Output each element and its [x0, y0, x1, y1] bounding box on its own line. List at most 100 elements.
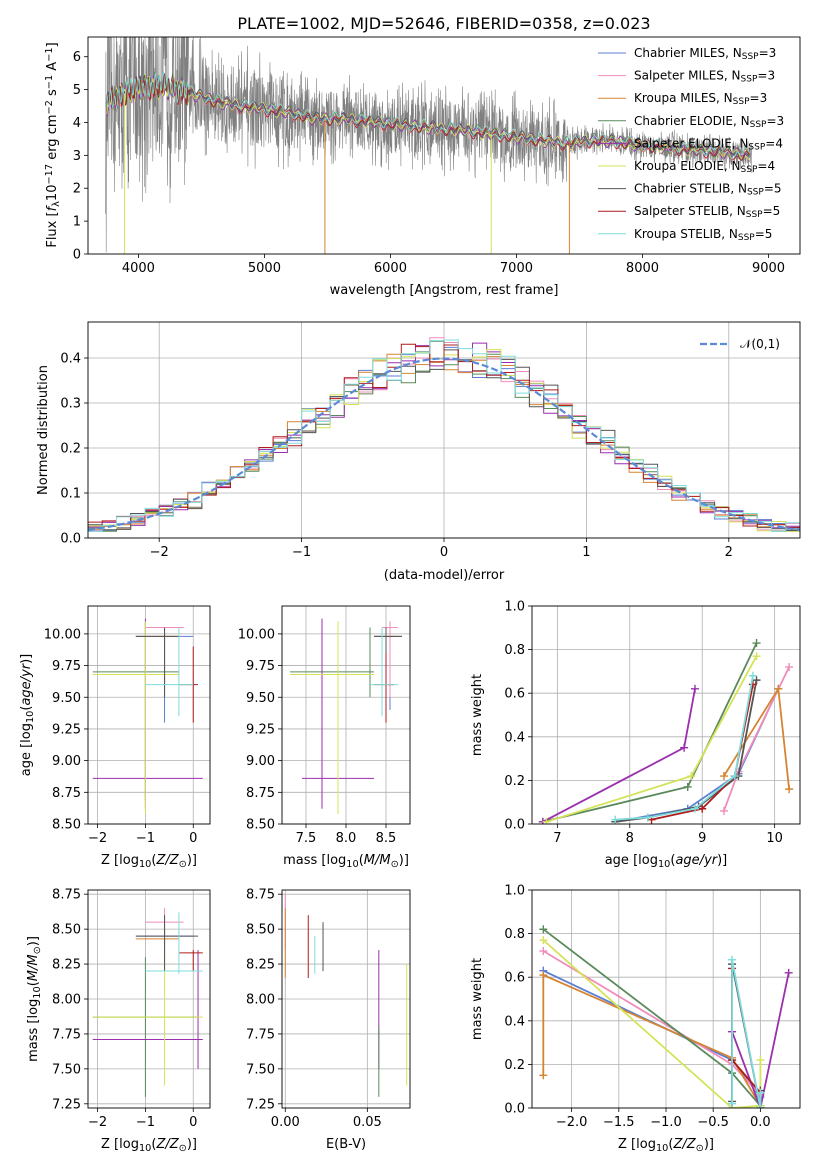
- axes-frame: [281, 889, 411, 1109]
- model-spectrum-salpeter-elodie: [106, 74, 750, 162]
- weight-point: [752, 639, 761, 648]
- weight-line: [542, 642, 758, 823]
- weight-point: [687, 772, 696, 781]
- y-tick-label: 8.50: [246, 818, 275, 833]
- y-tick-label: 9.00: [52, 754, 81, 769]
- weight-line: [615, 688, 780, 823]
- age-vs-Z-ylabel: age [log10(age/yr)]: [19, 654, 36, 777]
- mass-vs-Z-ylabel: mass [log10(M/M⊙)]: [26, 936, 43, 1062]
- age-vs-Z-xlabel: Z [log10(Z/Z⊙)]: [101, 853, 197, 870]
- plot-area-mass_weight_vs_age: [538, 639, 794, 824]
- x-tick-label: 7000: [500, 261, 533, 276]
- model-spectrum-salpeter-stelib: [106, 72, 750, 161]
- y-tick-label: 9.50: [52, 691, 81, 706]
- legend-entry: Chabrier MILES, NSSP=3: [634, 46, 776, 62]
- y-tick-label: 0.0: [504, 818, 525, 833]
- axes-mass_vs_Z: −2 −1 0 7.25 7.50 7.75 8.00 8.25 8.50 8.75: [52, 888, 211, 1130]
- mass-vs-ebv-xlabel: E(B-V): [326, 1137, 366, 1152]
- y-tick-label: 8.75: [246, 888, 275, 903]
- y-tick-label: 8.00: [246, 993, 275, 1008]
- weight-point: [785, 785, 794, 794]
- x-tick-label: 0.00: [271, 1115, 300, 1130]
- weight-point: [539, 971, 548, 980]
- y-tick-label: 0.2: [504, 1058, 525, 1073]
- axes-frame: [87, 36, 801, 255]
- x-tick-label: 5000: [248, 261, 281, 276]
- legend-entry: Kroupa MILES, NSSP=3: [634, 91, 767, 107]
- x-tick-label: 0: [189, 1115, 197, 1130]
- x-tick-label: 8: [626, 831, 634, 846]
- weight-point: [690, 684, 699, 693]
- spectrum-ylabel: Flux [fλ10−17 erg cm−2 s−1 A−1]: [44, 42, 62, 247]
- residuals-ylabel: Normed distribution: [36, 365, 51, 495]
- y-tick-label: 0.4: [60, 352, 81, 367]
- plot-area-age_vs_mass: [290, 618, 402, 814]
- weight-point: [683, 782, 692, 791]
- y-tick-label: 8.00: [52, 993, 81, 1008]
- legend-entry: Salpeter ELODIE, NSSP=4: [634, 136, 783, 152]
- legend-entry: Kroupa STELIB, NSSP=5: [634, 227, 772, 243]
- x-tick-label: −2: [88, 1115, 107, 1130]
- weight-line: [723, 686, 790, 790]
- y-tick-label: 1.0: [504, 884, 525, 899]
- y-tick-label: 10.00: [44, 627, 81, 642]
- y-tick-label: 0.4: [504, 1014, 525, 1029]
- weight-line: [542, 973, 762, 1107]
- x-tick-label: 9: [698, 831, 706, 846]
- x-tick-label: 8.0: [336, 831, 357, 846]
- y-tick-label: 7.50: [52, 1062, 81, 1077]
- weight-point: [539, 1071, 548, 1080]
- y-tick-label: 4: [73, 116, 81, 131]
- mass-vs-Z-xlabel: Z [log10(Z/Z⊙)]: [101, 1137, 197, 1154]
- axes-mass_vs_ebv: 0.00 0.05 7.25 7.50 7.75 8.00 8.25 8.50 8.75: [246, 888, 411, 1130]
- weight-point: [774, 684, 783, 693]
- y-tick-label: 9.25: [52, 722, 81, 737]
- x-tick-label: 2: [725, 545, 733, 560]
- x-tick-label: −1: [292, 545, 311, 560]
- x-tick-label: −2: [88, 831, 107, 846]
- x-tick-label: 6000: [374, 261, 407, 276]
- x-tick-label: 0: [189, 831, 197, 846]
- plot-area-spectrum: [105, 37, 753, 254]
- weight-point: [719, 772, 728, 781]
- y-tick-label: 0.0: [60, 532, 81, 547]
- plot-area-mass_weight_vs_Z: [539, 925, 793, 1108]
- y-tick-label: 8.50: [52, 818, 81, 833]
- weight-point: [539, 947, 548, 956]
- y-tick-label: 0.6: [504, 687, 525, 702]
- weight-point: [756, 1088, 765, 1097]
- y-tick-label: 10.00: [238, 627, 275, 642]
- axes-spectrum: 4000 5000 6000 7000 8000 9000 0 1 2 3 4 5 6: [73, 36, 801, 276]
- y-tick-label: 7.25: [246, 1097, 275, 1112]
- y-tick-label: 7.50: [246, 1062, 275, 1077]
- axes-frame: [87, 605, 211, 825]
- axes-mass_weight_vs_Z: −2.0 −1.5 −1.0 −0.5 0.0 0.0 0.2 0.4 0.6 0.8 1.0: [504, 884, 801, 1130]
- y-tick-label: 1.0: [504, 600, 525, 615]
- y-tick-label: 0: [73, 248, 81, 263]
- normal-reference-curve: [88, 357, 800, 532]
- y-tick-label: 7.75: [52, 1027, 81, 1042]
- x-tick-label: −1.0: [650, 1115, 682, 1130]
- y-tick-label: 9.00: [246, 754, 275, 769]
- weight-line: [542, 928, 762, 1107]
- y-tick-label: 7.75: [246, 1027, 275, 1042]
- x-tick-label: 9000: [752, 261, 785, 276]
- weight-point: [719, 806, 728, 815]
- x-tick-label: 7: [553, 831, 561, 846]
- x-tick-label: 7.5: [296, 831, 317, 846]
- weight-vs-Z-xlabel: Z [log10(Z/Z⊙)]: [618, 1137, 714, 1154]
- x-tick-label: 8000: [626, 261, 659, 276]
- weight-line: [546, 655, 758, 823]
- legend-entry: Salpeter STELIB, NSSP=5: [634, 204, 780, 220]
- x-tick-label: 0: [440, 545, 448, 560]
- weight-line: [542, 939, 762, 1108]
- weight-point: [539, 925, 548, 934]
- y-tick-label: 9.25: [246, 722, 275, 737]
- weight-point: [752, 676, 761, 685]
- spectrum-xlabel: wavelength [Angstrom, rest frame]: [330, 283, 559, 298]
- y-tick-label: 0.8: [504, 643, 525, 658]
- y-tick-label: 8.75: [246, 786, 275, 801]
- legend-entry: Chabrier STELIB, NSSP=5: [634, 182, 782, 198]
- y-tick-label: 3: [73, 149, 81, 164]
